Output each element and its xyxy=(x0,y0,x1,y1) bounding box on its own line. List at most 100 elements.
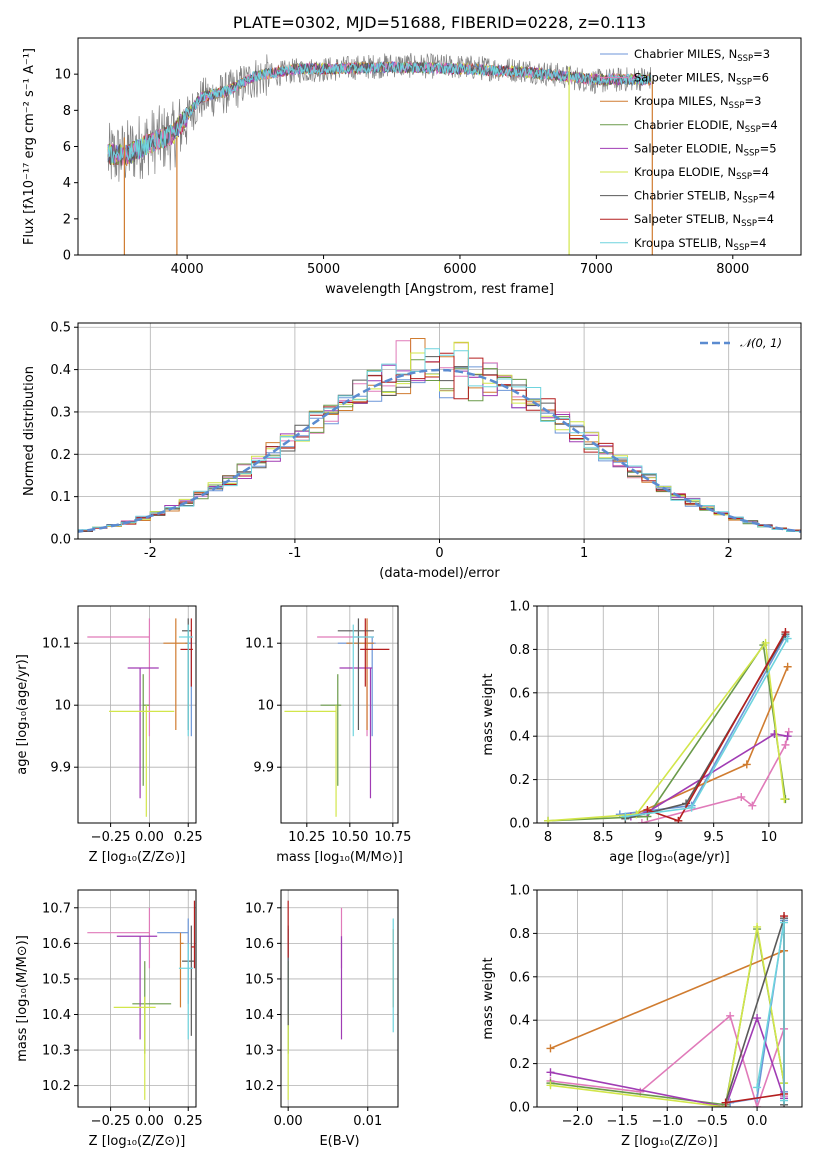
y-tick-label: 10.2 xyxy=(245,1079,274,1094)
x-tick-label: 0.0 xyxy=(747,1114,768,1129)
x-tick-label: 7000 xyxy=(580,262,613,277)
mass-weight-point-marker xyxy=(726,1011,735,1020)
y-tick-label: 0.0 xyxy=(509,817,530,832)
mass-weight-point-marker xyxy=(637,819,646,823)
mass-vs-reddening-panel: 0.00 0.01 10.2 10.3 10.4 10.5 10.6 10.7 E(B-V) xyxy=(245,889,399,1149)
mass-weight-point-marker xyxy=(781,740,790,749)
y-tick-label: 0.5 xyxy=(50,321,71,336)
y-tick-label: 0.0 xyxy=(509,1101,530,1116)
x-axis-label: Z [log₁₀(Z/Z⊙)] xyxy=(89,850,186,865)
plot-area xyxy=(87,618,193,817)
x-tick-label: 0.00 xyxy=(135,1114,164,1129)
y-axis-label: age [log₁₀(age/yr)] xyxy=(15,654,30,775)
legend-entry-label: Chabrier ELODIE, NSSP=4 xyxy=(634,118,778,135)
legend-entry-label: Kroupa ELODIE, NSSP=4 xyxy=(634,165,769,182)
mass-weight-point-marker xyxy=(546,1044,555,1053)
mass-weight-point-marker xyxy=(783,634,792,643)
mass-weight-point-marker xyxy=(783,732,792,741)
age-vs-mass-panel: 10.25 10.50 10.75 9.9 10 10.1 mass [log₁₀(M/M⊙… xyxy=(245,605,411,865)
plot-area xyxy=(287,900,394,1100)
x-tick-label: 5000 xyxy=(307,262,340,277)
mass-weight-point-marker xyxy=(687,803,696,812)
mass-weight-series-line xyxy=(547,642,787,822)
axes-frame xyxy=(280,889,399,1108)
x-axis-label: (data-model)/error xyxy=(379,566,500,581)
x-tick-label: 0.25 xyxy=(174,830,203,845)
y-tick-label: 0.8 xyxy=(509,643,530,658)
x-tick-label: −1.0 xyxy=(651,1114,683,1129)
y-tick-label: 10.2 xyxy=(42,1079,71,1094)
mass-weight-point-marker xyxy=(753,1083,762,1092)
mass-vs-metallicity-panel: −0.25 0.00 0.25 10.2 10.3 10.4 10.5 10.6 10.7 Z [… xyxy=(15,889,203,1149)
x-tick-label: -1 xyxy=(288,546,301,561)
x-tick-label: 0 xyxy=(435,546,443,561)
x-tick-label: 9 xyxy=(654,830,662,845)
y-tick-label: 0.1 xyxy=(50,490,71,505)
y-tick-label: 10.6 xyxy=(42,937,71,952)
y-tick-label: 0.4 xyxy=(509,1014,530,1029)
mass-weight-point-marker xyxy=(546,1068,555,1077)
mass-weight-point-marker xyxy=(742,760,751,769)
y-axis-label: Normed distribution xyxy=(22,366,37,496)
y-tick-label: 10.5 xyxy=(245,972,274,987)
legend-entry-label: Salpeter MILES, NSSP=6 xyxy=(634,71,769,88)
plot-area xyxy=(107,52,653,255)
mass-weight-point-marker xyxy=(621,812,630,821)
y-tick-label: 0.0 xyxy=(50,533,71,548)
residual-histogram-panel: -2 -1 0 1 2 0.0 0.1 0.2 0.3 0.4 0.5 (data-model)/er… xyxy=(22,321,802,581)
y-tick-label: 0.6 xyxy=(509,686,530,701)
y-axis-label: mass weight xyxy=(481,673,496,755)
y-tick-label: 0.4 xyxy=(50,363,71,378)
mass-weight-point-marker xyxy=(546,1081,555,1090)
plot-area xyxy=(87,900,196,1100)
x-tick-label: 8.5 xyxy=(593,830,614,845)
mass-weight-point-marker xyxy=(674,816,683,823)
x-axis-label: Z [log₁₀(Z/Z⊙)] xyxy=(89,1134,186,1149)
y-tick-label: 0.3 xyxy=(50,405,71,420)
x-tick-label: -2 xyxy=(144,546,157,561)
mass-weight-point-marker xyxy=(721,1098,730,1107)
y-tick-label: 10.4 xyxy=(42,1008,71,1023)
y-tick-label: 10 xyxy=(54,699,71,714)
mass-weight-point-marker xyxy=(781,628,790,637)
mass-weight-series-line xyxy=(550,1015,785,1107)
y-axis-label: Flux [fλ10⁻¹⁷ erg cm⁻² s⁻¹ A⁻¹] xyxy=(22,48,37,245)
mass-weight-point-marker xyxy=(643,805,652,814)
axes-frame xyxy=(536,889,803,1108)
axes-frame xyxy=(77,605,197,824)
mass-weight-point-marker xyxy=(783,662,792,671)
y-tick-label: 10.3 xyxy=(42,1044,71,1059)
mass-weight-point-marker xyxy=(753,922,762,931)
y-tick-label: 10.5 xyxy=(42,972,71,987)
y-axis-label: mass [log₁₀(M/M⊙)] xyxy=(15,935,30,1062)
x-tick-label: 10.25 xyxy=(288,830,325,845)
y-tick-label: 0.2 xyxy=(509,773,530,788)
mass-weight-point-marker xyxy=(780,918,789,927)
x-tick-label: −1.5 xyxy=(607,1114,639,1129)
x-tick-label: −2.0 xyxy=(562,1114,594,1129)
y-tick-label: 1.0 xyxy=(509,600,530,615)
mass-weight-point-marker xyxy=(761,638,770,647)
mass-weight-series-line xyxy=(625,638,789,818)
y-tick-label: 1.0 xyxy=(509,884,530,899)
y-tick-label: 10 xyxy=(54,68,71,83)
x-tick-label: 8 xyxy=(544,830,552,845)
x-tick-label: 8000 xyxy=(716,262,749,277)
y-tick-label: 0.2 xyxy=(509,1057,530,1072)
x-tick-label: −0.25 xyxy=(91,830,131,845)
y-tick-label: 10.1 xyxy=(42,637,71,652)
y-tick-label: 10.4 xyxy=(245,1008,274,1023)
x-tick-label: 0.00 xyxy=(135,830,164,845)
x-axis-label: Z [log₁₀(Z/Z⊙)] xyxy=(621,1134,718,1149)
plot-area xyxy=(546,912,789,1107)
x-axis-label: E(B-V) xyxy=(319,1134,359,1149)
mass-weight-point-marker xyxy=(753,1014,762,1023)
y-tick-label: 10.1 xyxy=(245,637,274,652)
model-spectrum-line xyxy=(107,60,652,164)
plot-area xyxy=(284,618,390,817)
y-tick-label: 0.8 xyxy=(509,927,530,942)
legend-entry-label: Salpeter ELODIE, NSSP=5 xyxy=(634,141,777,158)
spectrum-panel: 4000 5000 6000 7000 8000 0 2 4 6 8 10 wavelength [A… xyxy=(22,13,802,297)
y-tick-label: 2 xyxy=(63,212,71,227)
